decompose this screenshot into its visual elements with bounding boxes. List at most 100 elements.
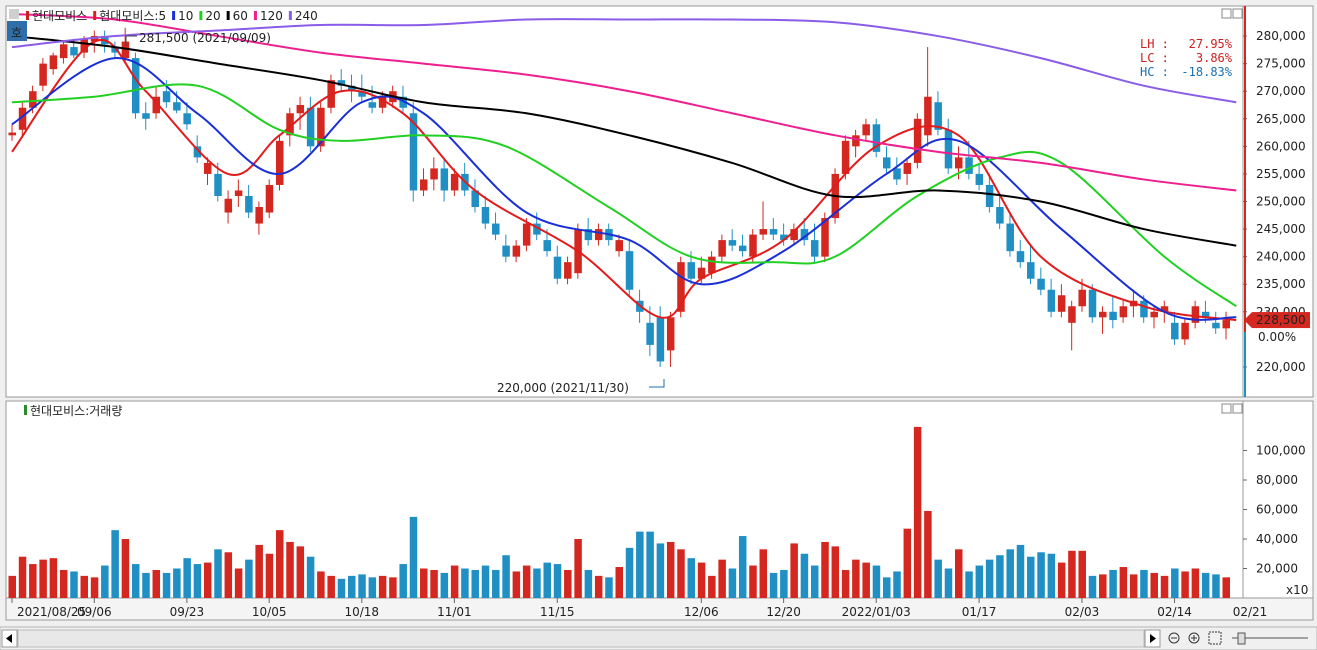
volume-bar <box>203 562 212 598</box>
panel-collapse-icon[interactable] <box>9 9 19 19</box>
volume-bar <box>193 564 202 598</box>
candle-body <box>409 113 418 191</box>
volume-bar <box>882 577 891 598</box>
volume-bar <box>1201 572 1210 598</box>
candle-body <box>471 190 479 208</box>
volume-bar <box>1150 572 1158 598</box>
stat-label: LH : <box>1140 37 1169 51</box>
candle-body <box>810 240 819 257</box>
volume-bar <box>358 574 366 598</box>
volume-bar <box>810 565 819 598</box>
volume-bar <box>440 572 449 598</box>
volume-bar <box>1078 550 1086 598</box>
volume-bar <box>615 567 623 598</box>
date-tick-label: 2021/08/25 <box>17 605 86 619</box>
legend-item[interactable]: 현대모비스:5 <box>99 9 166 23</box>
volume-bar <box>893 571 901 598</box>
candle-body <box>492 223 500 235</box>
price-tick-label: 260,000 <box>1256 139 1306 153</box>
candle-body <box>111 47 119 53</box>
volume-bar <box>708 575 716 598</box>
legend-item[interactable]: 240 <box>295 9 318 23</box>
candle-body <box>378 96 387 108</box>
candle-body <box>882 157 891 169</box>
volume-bar <box>790 543 798 598</box>
corner-badge <box>7 21 27 41</box>
legend-item[interactable]: 현대모비스 <box>32 9 87 23</box>
volume-bar <box>111 530 119 598</box>
volume-legend[interactable]: 현대모비스:거래량 <box>30 404 122 418</box>
candle-body <box>615 240 623 252</box>
candle-body <box>1037 278 1045 290</box>
date-tick-label: 10/05 <box>252 605 287 619</box>
volume-tick-label: 100,000 <box>1256 444 1306 458</box>
volume-bar <box>533 568 541 598</box>
volume-bar <box>502 555 510 598</box>
volume-bar <box>18 556 27 598</box>
zoom-in-icon[interactable] <box>1188 632 1200 644</box>
candle-body <box>440 168 449 191</box>
volume-bar <box>800 553 809 598</box>
stat-value: 27.95% <box>1189 37 1233 51</box>
volume-bar <box>975 565 984 598</box>
volume-bar <box>1109 569 1117 598</box>
volume-panel <box>5 400 1244 599</box>
legend-swatch <box>199 11 203 20</box>
candle-body <box>553 256 562 279</box>
volume-bar <box>687 558 696 598</box>
panel-window-button[interactable] <box>1221 8 1232 19</box>
volume-bar <box>1057 562 1066 598</box>
zoom-out-icon[interactable] <box>1168 632 1180 644</box>
legend-item[interactable]: 120 <box>260 9 283 23</box>
candle-body <box>317 107 325 147</box>
zoom-slider-thumb[interactable] <box>1237 632 1246 645</box>
price-tick-label: 250,000 <box>1256 195 1306 209</box>
price-tick-label: 235,000 <box>1256 277 1306 291</box>
candle-body <box>862 124 870 136</box>
candle-body <box>481 207 490 224</box>
bar-spacing-icon[interactable] <box>1208 631 1222 645</box>
volume-axis-area <box>1242 400 1314 599</box>
volume-bar <box>1119 567 1128 598</box>
legend-swatch <box>26 11 29 20</box>
volume-bar <box>430 569 438 598</box>
candle-body <box>1150 311 1158 318</box>
candle-body <box>975 173 984 185</box>
volume-bar <box>409 516 418 598</box>
volume-bar <box>841 569 850 598</box>
volume-bar <box>821 541 829 598</box>
candle-body <box>358 91 366 97</box>
horizontal-scrollbar[interactable] <box>17 629 1145 648</box>
stat-value: -18.83% <box>1181 65 1232 79</box>
volume-bar <box>49 558 58 598</box>
volume-bar <box>985 559 994 598</box>
candle-body <box>1057 295 1066 312</box>
candle-body <box>80 38 89 53</box>
panel-window-button[interactable] <box>1221 403 1232 414</box>
candle-body <box>286 113 294 136</box>
current-price-pointer <box>1244 312 1252 329</box>
volume-bar <box>718 559 726 598</box>
candle-body <box>1171 322 1179 340</box>
legend-item[interactable]: 60 <box>233 9 248 23</box>
price-tick-label: 240,000 <box>1256 250 1306 264</box>
stat-value: 3.86% <box>1196 51 1233 65</box>
volume-bar <box>944 568 953 598</box>
ma-10-line <box>11 57 1237 321</box>
volume-unit-label: x10 <box>1286 583 1308 597</box>
price-tick-label: 255,000 <box>1256 167 1306 181</box>
candle-body <box>1109 311 1117 321</box>
price-tick-label: 270,000 <box>1256 84 1306 98</box>
volume-bar <box>59 569 68 598</box>
legend-swatch <box>172 11 176 20</box>
volume-bar <box>420 568 428 598</box>
candle-body <box>697 267 706 279</box>
volume-bar <box>90 577 99 598</box>
panel-window-button[interactable] <box>1232 8 1243 19</box>
ma-5-line <box>11 38 1237 322</box>
legend-item[interactable]: 10 <box>178 9 193 23</box>
legend-item[interactable]: 20 <box>205 9 220 23</box>
candle-body <box>1181 322 1189 340</box>
panel-window-button[interactable] <box>1232 403 1243 414</box>
candle-body <box>533 223 541 235</box>
